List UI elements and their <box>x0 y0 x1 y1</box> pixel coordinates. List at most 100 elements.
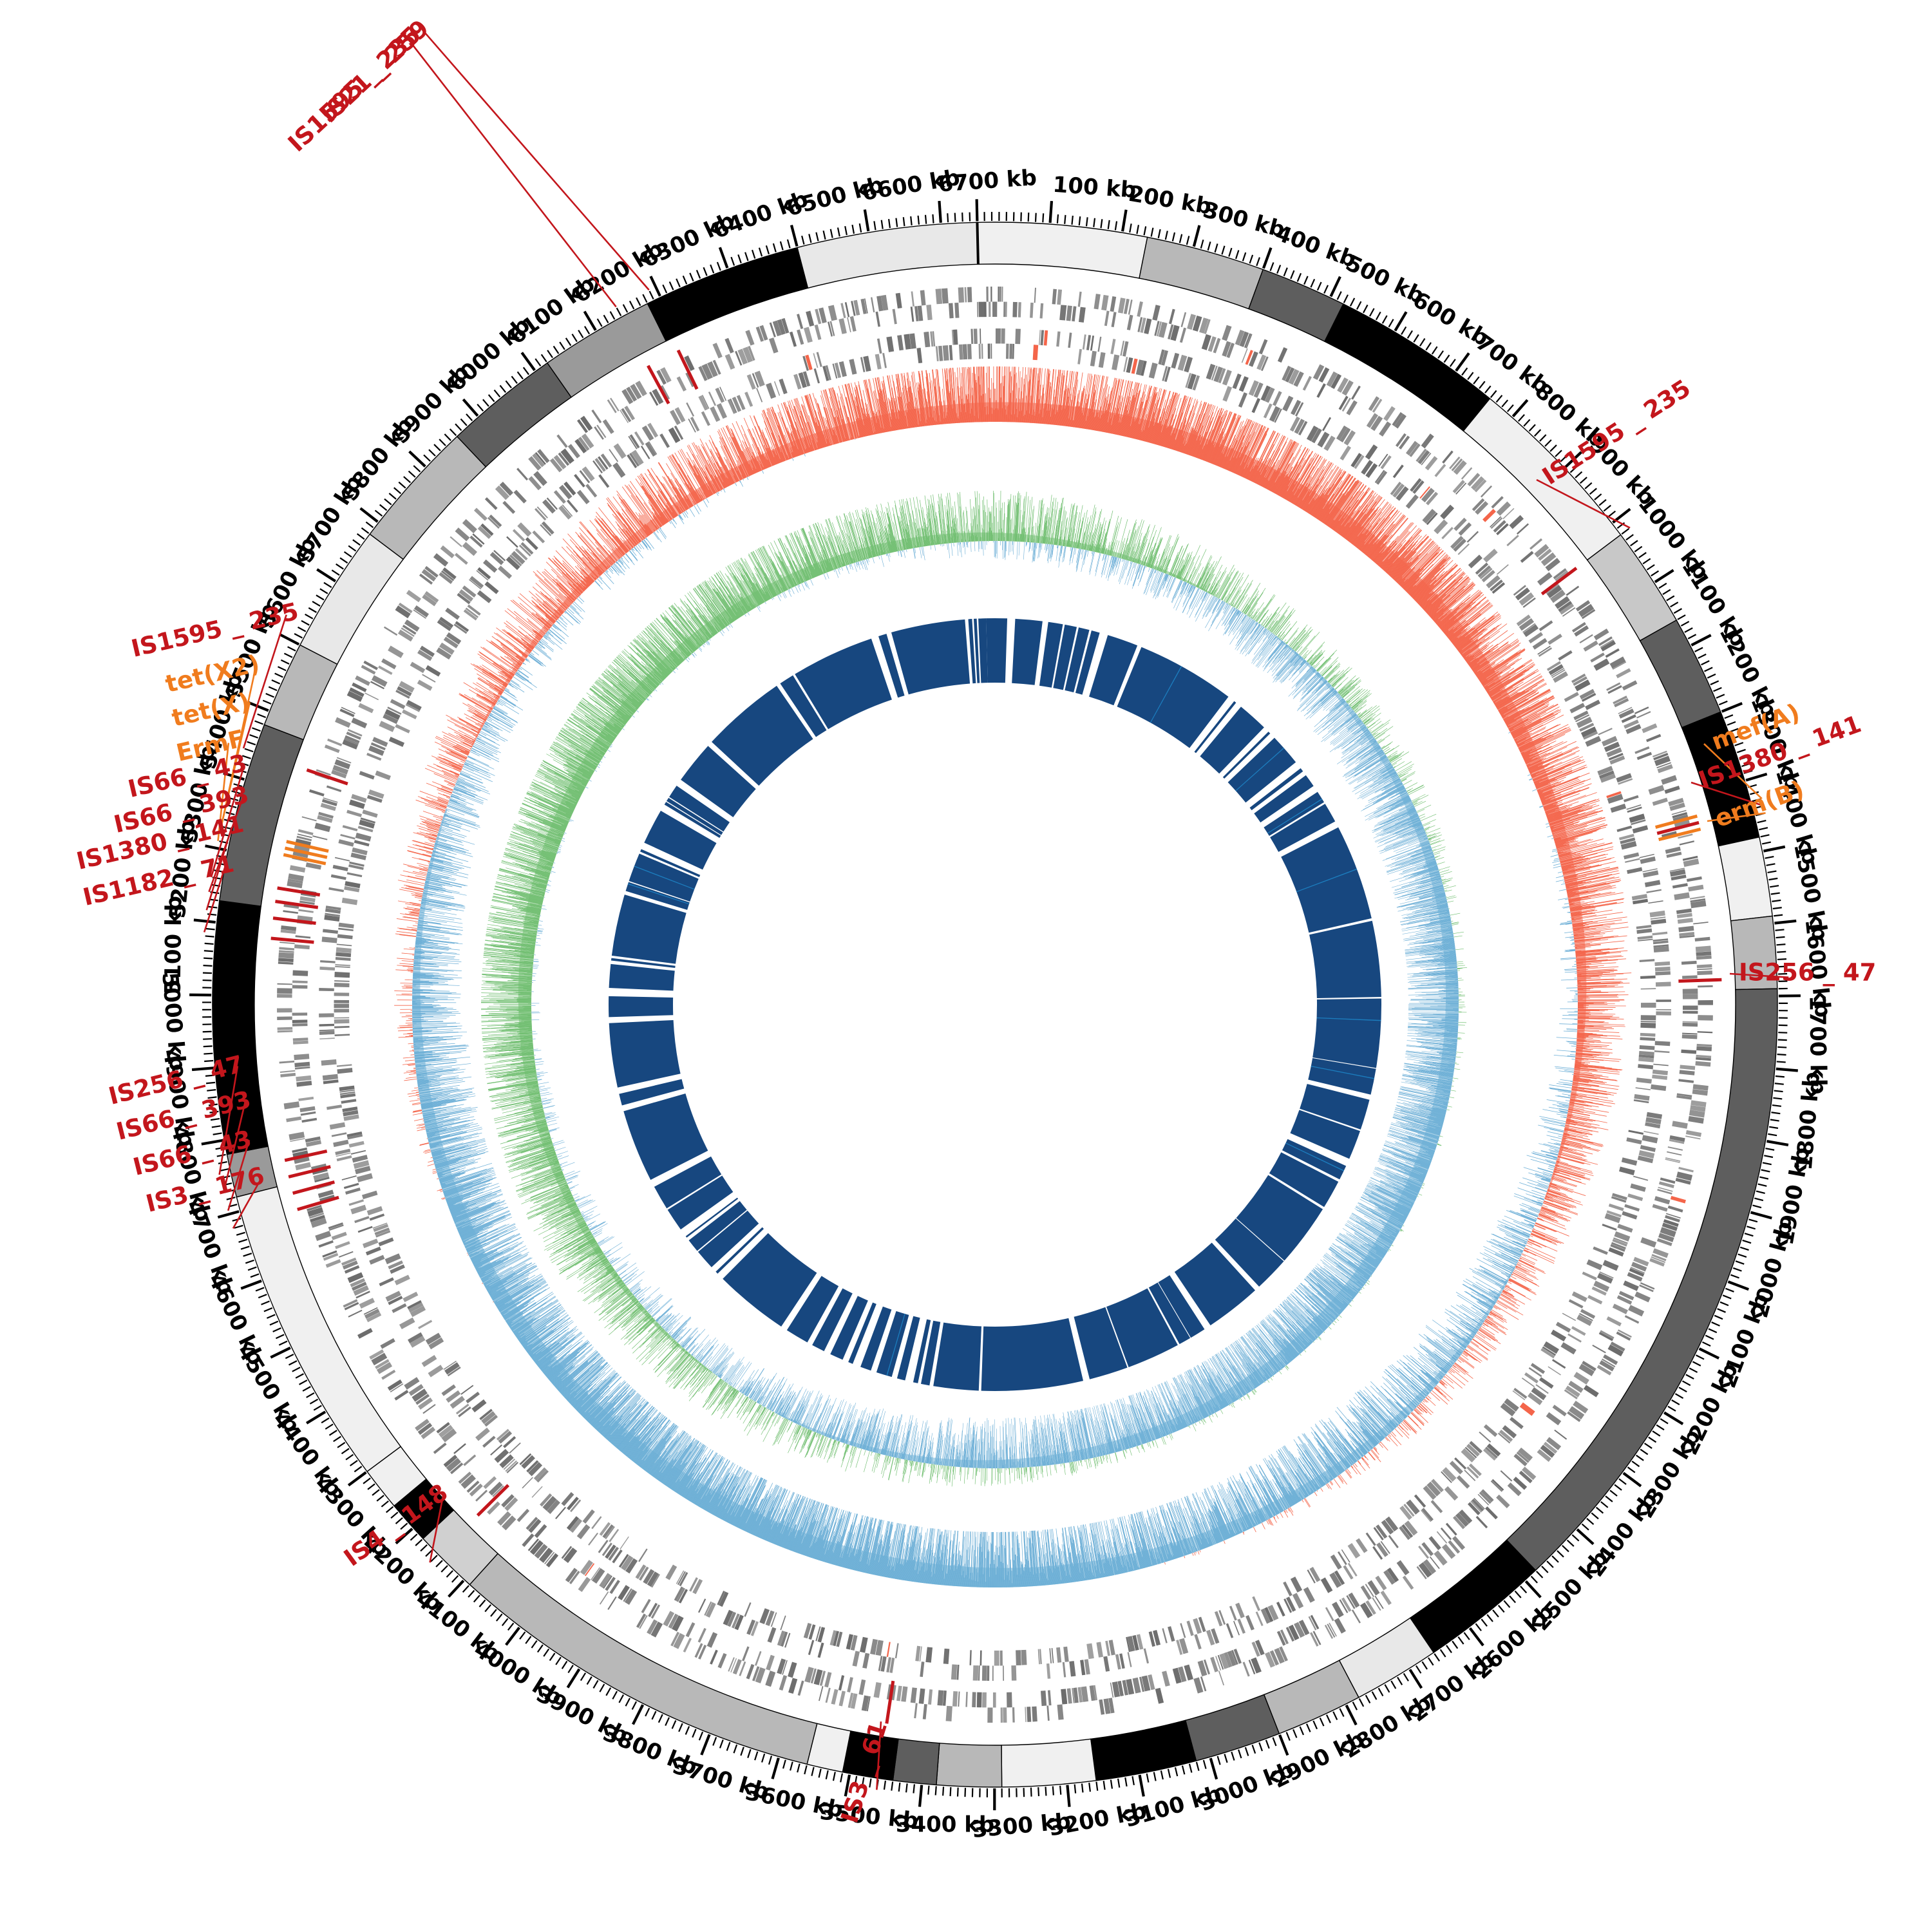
minor-tick <box>586 1676 592 1685</box>
cds-feature <box>1365 1600 1376 1615</box>
cds-feature <box>1405 440 1419 456</box>
cds-feature <box>1614 697 1629 708</box>
origin-marker <box>976 222 980 265</box>
cds-feature <box>1206 363 1216 380</box>
cds-feature <box>840 303 846 319</box>
minor-tick <box>779 241 784 251</box>
cds-feature <box>1123 298 1130 314</box>
cds-feature <box>528 1519 542 1533</box>
minor-tick <box>331 569 340 576</box>
cds-feature <box>599 1591 609 1605</box>
cds-feature <box>1632 825 1649 834</box>
gc-skew-bar <box>1508 732 1511 734</box>
cds-feature <box>313 1172 329 1181</box>
cds-feature <box>849 316 857 332</box>
cds-feature <box>283 1101 300 1110</box>
cds-feature <box>1379 421 1392 437</box>
cds-feature <box>755 326 764 342</box>
cds-feature <box>1418 1545 1430 1559</box>
minor-tick <box>242 755 251 759</box>
cds-feature <box>295 838 312 847</box>
cds-feature <box>1000 1707 1003 1723</box>
gc-skew-bar <box>1555 851 1558 853</box>
cds-feature <box>440 570 455 582</box>
cds-feature <box>1441 1544 1456 1559</box>
cds-feature <box>1629 1268 1645 1277</box>
cds-feature <box>341 1099 357 1104</box>
gc-skew-bar <box>1490 1238 1522 1255</box>
cds-feature <box>1631 1262 1647 1272</box>
cds-feature <box>1309 1632 1319 1647</box>
cds-feature <box>1238 376 1249 392</box>
minor-tick <box>1388 319 1394 328</box>
cds-feature <box>322 1074 338 1081</box>
cds-feature <box>1061 1689 1068 1705</box>
minor-tick <box>240 1245 250 1250</box>
cds-feature <box>310 1218 327 1228</box>
minor-tick <box>1667 1405 1676 1412</box>
cds-feature <box>797 314 804 329</box>
cds-feature <box>504 1497 518 1511</box>
cds-feature <box>1483 548 1498 563</box>
minor-tick <box>1716 694 1725 699</box>
gc-skew-bar <box>1555 1095 1571 1099</box>
cds-feature <box>1285 367 1295 383</box>
gc-skew-bar <box>1558 889 1567 891</box>
cds-feature <box>1651 1256 1666 1264</box>
axis-tick-label: 1700 kb <box>1804 996 1831 1095</box>
cds-feature <box>1671 810 1687 815</box>
cds-feature <box>1545 558 1560 572</box>
minor-tick <box>1774 1090 1783 1093</box>
cds-feature <box>497 1511 511 1526</box>
cds-feature <box>1111 312 1117 328</box>
cds-feature <box>1078 307 1086 323</box>
cds-feature <box>1172 1667 1182 1684</box>
cds-feature <box>1416 448 1427 462</box>
cds-feature <box>1479 1491 1492 1504</box>
cds-feature <box>1255 1640 1265 1656</box>
cds-feature <box>1665 1215 1680 1223</box>
cds-feature <box>1575 679 1591 692</box>
gc-skew-bar <box>1554 1168 1586 1179</box>
minor-tick <box>1738 1253 1747 1258</box>
minor-tick <box>1078 216 1081 226</box>
cds-feature <box>1141 360 1147 376</box>
cds-feature <box>319 1013 334 1018</box>
cds-feature <box>418 1320 433 1329</box>
cds-feature <box>910 307 914 322</box>
cds-feature <box>1466 531 1479 543</box>
cds-feature <box>1672 814 1689 822</box>
gc-skew-bar <box>1558 1152 1587 1160</box>
cds-feature <box>1101 294 1109 311</box>
cds-feature <box>298 829 314 836</box>
cds-feature <box>1624 1315 1640 1324</box>
cds-feature <box>1569 703 1586 714</box>
cds-feature <box>1007 1692 1012 1708</box>
gc-skew-bar <box>1574 961 1577 962</box>
cds-feature <box>694 1643 703 1658</box>
cds-feature <box>1392 464 1404 478</box>
cds-feature <box>1137 317 1143 332</box>
minor-tick <box>496 1613 503 1622</box>
cds-feature <box>453 1443 466 1454</box>
minor-tick <box>232 1217 242 1222</box>
cds-feature <box>334 1017 350 1019</box>
cds-feature <box>1548 633 1562 645</box>
cds-feature <box>307 1207 324 1217</box>
gc-skew-bar <box>1558 1081 1573 1084</box>
cds-feature <box>1126 314 1133 330</box>
cds-feature <box>1285 1627 1295 1642</box>
cds-feature <box>978 343 981 359</box>
cds-feature <box>334 1019 350 1024</box>
cds-feature <box>1276 1631 1286 1646</box>
cds-feature <box>578 1577 591 1593</box>
minor-tick <box>730 256 735 266</box>
gc-skew-bar <box>1530 1207 1540 1212</box>
minor-tick <box>1449 359 1456 367</box>
cds-feature <box>588 1532 598 1546</box>
minor-tick <box>818 1768 822 1778</box>
cds-feature <box>1560 1342 1577 1355</box>
cds-feature <box>506 536 518 548</box>
minor-tick <box>553 345 560 354</box>
minor-tick <box>905 1783 908 1793</box>
